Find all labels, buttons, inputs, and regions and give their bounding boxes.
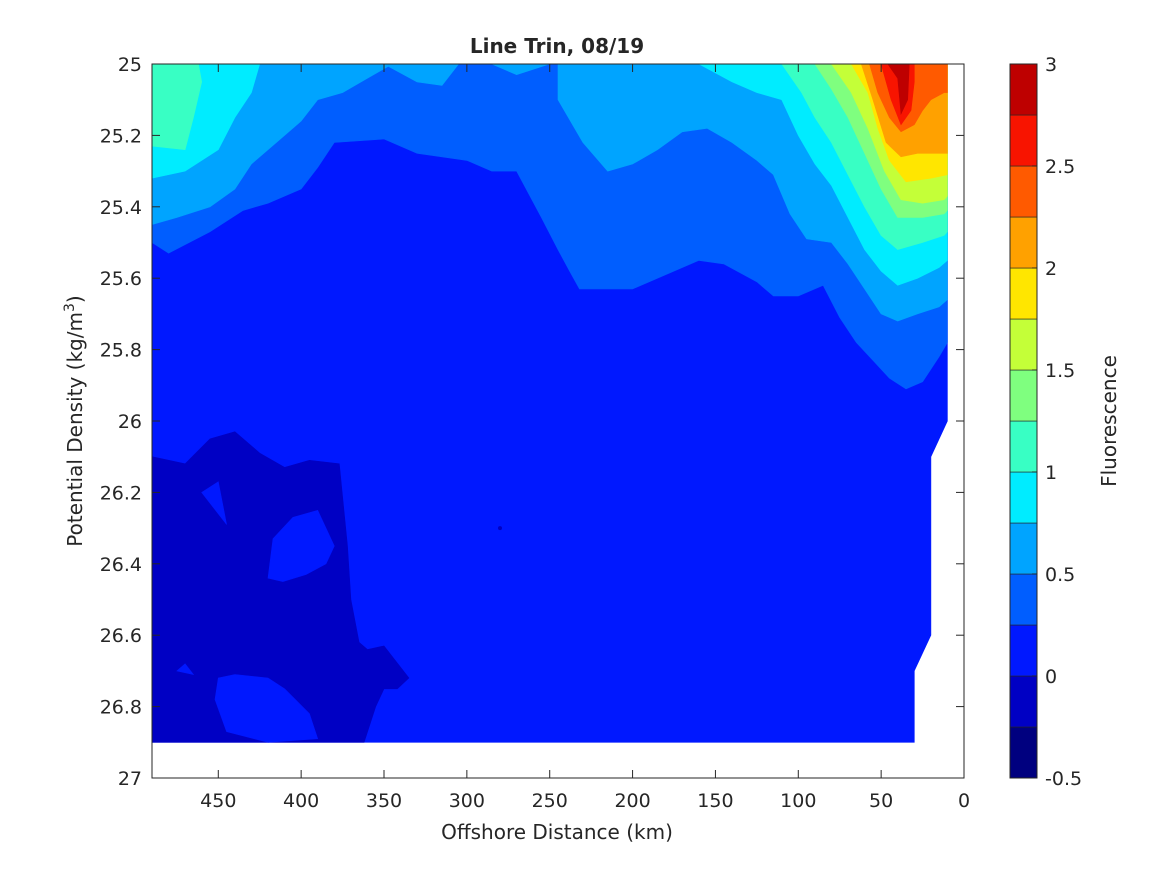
colorbar-segment (1009, 114, 1038, 167)
colorbar-segment (1009, 675, 1038, 728)
contour-region-3 (267, 509, 335, 582)
x-tick-label: 350 (366, 790, 402, 812)
colorbar-segment (1009, 369, 1038, 422)
x-tick-label: 0 (958, 790, 970, 812)
colorbar-segment (1009, 267, 1038, 320)
colorbar-label: Fluorescence (1097, 355, 1121, 487)
y-tick-label: 26.2 (100, 482, 142, 504)
x-tick-label: 400 (283, 790, 319, 812)
colorbar-segment (1009, 216, 1038, 269)
contour-region-8 (383, 64, 459, 86)
colorbar (1009, 63, 1038, 779)
colorbar-tick-label: -0.5 (1045, 768, 1082, 790)
colorbar-tick-label: 0.5 (1045, 564, 1075, 586)
x-tick-label: 300 (449, 790, 485, 812)
contour-region-4 (214, 674, 319, 743)
colorbar-segment (1009, 318, 1038, 371)
contour-region-21 (887, 64, 910, 116)
y-tick-label: 26.8 (100, 697, 142, 719)
x-tick-label: 450 (200, 790, 236, 812)
x-tick-label: 100 (780, 790, 816, 812)
x-tick-label: 150 (697, 790, 733, 812)
colorbar-segment (1009, 471, 1038, 524)
y-axis-label: Potential Density (kg/m3) (62, 295, 87, 546)
contour-region-2 (201, 481, 227, 525)
y-tick-label: 25.6 (100, 268, 142, 290)
colorbar-segment (1009, 624, 1038, 677)
y-tick-label: 25.4 (100, 197, 142, 219)
y-axis-label-superscript: 3 (62, 303, 78, 312)
colorbar-segment (1009, 726, 1038, 779)
colorbar-tick-label: 1.5 (1045, 360, 1075, 382)
y-tick-label: 26.6 (100, 625, 142, 647)
colorbar-tick-label: 2.5 (1045, 156, 1075, 178)
colorbar-ticks: -0.5 0 0.5 1 1.5 2 2.5 3 (1032, 54, 1082, 790)
y-tick-label: 25.8 (100, 340, 142, 362)
y-tick-label: 25 (118, 54, 142, 76)
colorbar-segment (1009, 63, 1038, 116)
y-axis-label-main: Potential Density (kg/m (63, 312, 87, 547)
x-tick-label: 50 (869, 790, 893, 812)
x-tick-label: 200 (614, 790, 650, 812)
y-tick-label: 25.2 (100, 125, 142, 147)
colorbar-tick-label: 2 (1045, 258, 1057, 280)
contour-region-13 (152, 64, 203, 151)
colorbar-tick-label: 1 (1045, 462, 1057, 484)
colorbar-tick-label: 0 (1045, 666, 1057, 688)
colorbar-segment (1009, 165, 1038, 218)
contour-spot-0 (498, 526, 502, 531)
contour-region-9 (491, 64, 550, 76)
colorbar-tick-label: 3 (1045, 54, 1057, 76)
contour-fill-layer (152, 64, 948, 743)
colorbar-segment (1009, 522, 1038, 575)
colorbar-segment (1009, 420, 1038, 473)
y-tick-label: 26.4 (100, 554, 142, 576)
y-axis: 25 25.2 25.4 25.6 25.8 26 26.2 26.4 26.6 26.8 27 (100, 54, 964, 790)
colorbar-segment (1009, 573, 1038, 626)
y-axis-label-close: ) (63, 295, 87, 303)
chart-title: Line Trin, 08/19 (470, 34, 644, 58)
x-axis-label: Offshore Distance (km) (441, 820, 673, 844)
y-tick-label: 26 (118, 411, 142, 433)
x-axis: 450 400 350 300 250 200 150 100 50 0 (200, 64, 970, 812)
contour-region-5 (176, 663, 195, 675)
y-tick-label: 27 (118, 768, 142, 790)
x-tick-label: 250 (532, 790, 568, 812)
colorbar-frame (1009, 63, 1038, 779)
